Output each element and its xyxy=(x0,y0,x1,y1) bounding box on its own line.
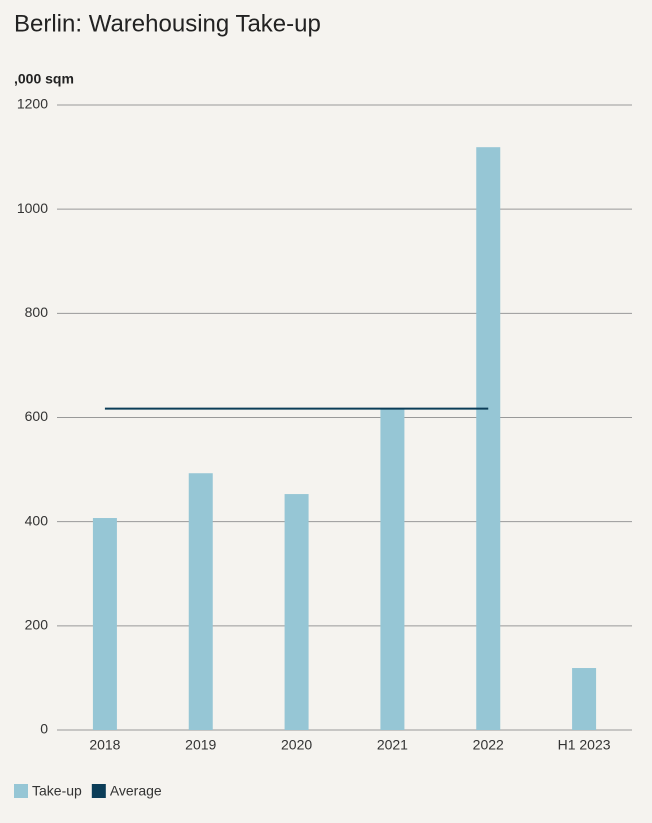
x-tick-label: 2022 xyxy=(473,737,504,753)
bar xyxy=(284,494,309,730)
y-tick-label: 0 xyxy=(40,721,48,737)
bar xyxy=(380,408,405,730)
x-tick-label: 2020 xyxy=(281,737,312,753)
legend-label: Average xyxy=(110,783,162,799)
legend-swatch xyxy=(91,784,106,798)
bar xyxy=(92,518,117,730)
bar xyxy=(188,473,213,730)
y-axis-label: ,000 sqm xyxy=(14,71,74,87)
bar xyxy=(572,668,597,730)
y-tick-label: 1000 xyxy=(17,200,48,216)
y-tick-label: 600 xyxy=(25,408,49,424)
y-tick-label: 400 xyxy=(25,512,49,528)
x-tick-label: H1 2023 xyxy=(558,737,611,753)
y-tick-label: 800 xyxy=(25,304,49,320)
y-tick-label: 200 xyxy=(25,617,49,633)
legend-label: Take-up xyxy=(32,783,82,799)
y-tick-label: 1200 xyxy=(17,96,48,112)
legend-swatch xyxy=(14,784,28,798)
x-tick-label: 2019 xyxy=(185,737,216,753)
x-tick-label: 2018 xyxy=(89,737,120,753)
chart-title: Berlin: Warehousing Take-up xyxy=(14,10,321,37)
x-tick-label: 2021 xyxy=(377,737,408,753)
bar xyxy=(476,147,501,730)
